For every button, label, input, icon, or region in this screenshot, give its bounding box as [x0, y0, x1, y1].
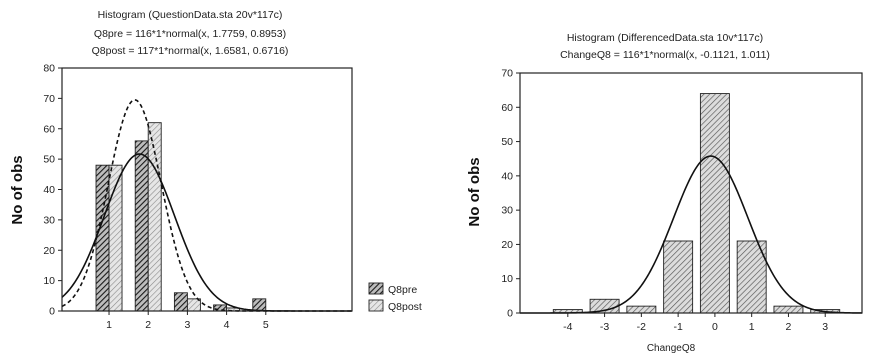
bars: [552, 93, 841, 314]
y-axis-ticks: 0 10 20 30 40 50 60 70 80: [43, 63, 62, 318]
x-axis-ticks: -4 -3 -2 -1 0 1 2 3: [563, 313, 828, 333]
title-line-3: Q8post = 117*1*normal(x, 1.6581, 0.6716): [92, 45, 289, 57]
y-tick-label: 10: [43, 275, 55, 287]
y-tick-label: 70: [501, 68, 513, 80]
legend-label-q8pre: Q8pre: [388, 284, 417, 296]
y-tick-label: 40: [501, 170, 513, 182]
x-tick-label: 2: [786, 321, 792, 333]
x-tick-label: 1: [749, 321, 755, 333]
x-tick-label: 2: [145, 319, 151, 331]
bar-q8pre-1: [95, 164, 110, 312]
bar-changeq8-2: [773, 305, 804, 314]
plot-frame: [61, 67, 353, 312]
x-tick-label: -2: [637, 321, 646, 333]
legend: Q8pre Q8post: [368, 282, 422, 313]
y-tick-label: 10: [501, 273, 513, 285]
legend-label-q8post: Q8post: [388, 301, 422, 313]
bar-q8pre-2: [134, 140, 149, 312]
y-axis-label: No of obs: [466, 157, 483, 226]
y-axis-ticks: 0 10 20 30 40 50 60 70: [501, 68, 520, 320]
y-tick-label: 40: [43, 184, 55, 196]
bar-changeq8-1: [736, 240, 767, 314]
chart-title: Histogram (DifferencedData.sta 10v*117c)…: [560, 32, 770, 61]
x-tick-label: -4: [563, 321, 572, 333]
histogram-changeq8-chart: Histogram (DifferencedData.sta 10v*117c)…: [466, 32, 863, 353]
y-tick-label: 70: [43, 93, 55, 105]
x-tick-label: -3: [600, 321, 609, 333]
y-tick-label: 60: [501, 102, 513, 114]
x-tick-label: 0: [712, 321, 718, 333]
y-tick-label: 30: [43, 214, 55, 226]
y-axis-label: No of obs: [9, 155, 26, 224]
y-tick-label: 20: [43, 245, 55, 257]
title-line-1: Histogram (QuestionData.sta 20v*117c): [98, 9, 283, 21]
bar-changeq8-0: [699, 93, 730, 314]
y-tick-label: 0: [49, 306, 55, 318]
y-tick-label: 50: [43, 154, 55, 166]
title-line-1: Histogram (DifferencedData.sta 10v*117c): [567, 32, 763, 44]
histogram-q8-chart: Histogram (QuestionData.sta 20v*117c) Q8p…: [9, 9, 422, 331]
x-axis-label: ChangeQ8: [647, 343, 696, 353]
y-tick-label: 20: [501, 239, 513, 251]
x-tick-label: 1: [106, 319, 112, 331]
bar-changeq8--2: [626, 305, 657, 314]
y-tick-label: 80: [43, 63, 55, 75]
x-tick-label: 5: [263, 319, 269, 331]
bar-changeq8--1: [663, 240, 694, 314]
x-axis-ticks: 1 2 3 4 5: [106, 311, 269, 331]
x-tick-label: 4: [224, 319, 230, 331]
plot-frame: [519, 72, 863, 314]
bar-q8pre-3: [173, 292, 188, 312]
x-tick-label: -1: [673, 321, 682, 333]
bars: [95, 122, 267, 312]
x-tick-label: 3: [822, 321, 828, 333]
y-tick-label: 60: [43, 123, 55, 135]
bar-q8pre-5: [252, 298, 267, 312]
y-tick-label: 30: [501, 205, 513, 217]
title-line-2: ChangeQ8 = 116*1*normal(x, -0.1121, 1.01…: [560, 49, 770, 61]
y-tick-label: 50: [501, 136, 513, 148]
title-line-2: Q8pre = 116*1*normal(x, 1.7759, 0.8953): [94, 28, 286, 40]
legend-swatch-q8pre: [368, 282, 384, 295]
chart-title: Histogram (QuestionData.sta 20v*117c) Q8p…: [92, 9, 289, 57]
legend-swatch-q8post: [368, 299, 384, 312]
y-tick-label: 0: [507, 308, 513, 320]
x-tick-label: 3: [184, 319, 190, 331]
